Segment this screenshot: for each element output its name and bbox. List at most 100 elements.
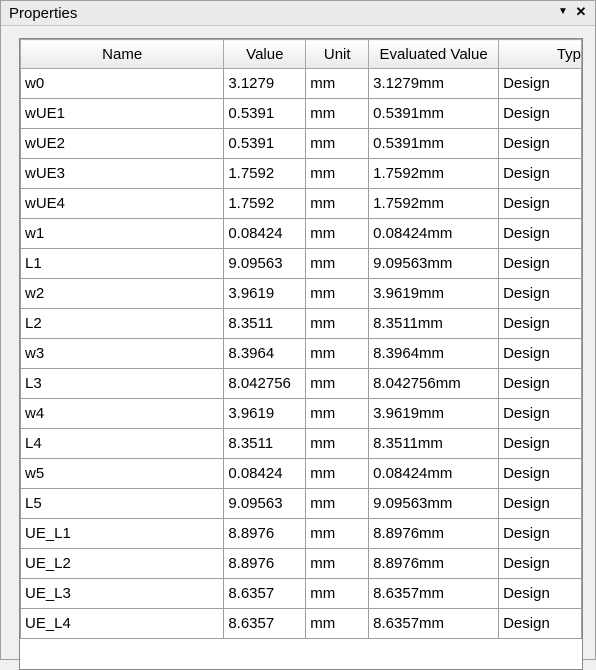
cell-value[interactable]: 8.8976 <box>223 548 307 579</box>
cell-name[interactable]: UE_L4 <box>20 608 225 639</box>
close-icon[interactable]: ✕ <box>575 4 587 19</box>
table-row[interactable]: wUE3 1.7592 mm 1.7592mm Design <box>20 158 582 189</box>
cell-type[interactable]: Design <box>498 248 582 279</box>
cell-name[interactable]: wUE2 <box>20 128 225 159</box>
cell-value[interactable]: 9.09563 <box>223 488 307 519</box>
cell-type[interactable]: Design <box>498 428 582 459</box>
cell-name[interactable]: L4 <box>20 428 225 459</box>
table-row[interactable]: L5 9.09563 mm 9.09563mm Design <box>20 488 582 519</box>
cell-name[interactable]: L5 <box>20 488 225 519</box>
cell-name[interactable]: wUE3 <box>20 158 225 189</box>
cell-unit[interactable]: mm <box>305 248 370 279</box>
cell-name[interactable]: L2 <box>20 308 225 339</box>
cell-name[interactable]: w4 <box>20 398 225 429</box>
table-row[interactable]: wUE4 1.7592 mm 1.7592mm Design <box>20 188 582 219</box>
cell-evaluated-value[interactable]: 8.3511mm <box>368 308 500 339</box>
pin-down-arrow-icon[interactable]: ▼ <box>558 6 568 17</box>
cell-value[interactable]: 1.7592 <box>223 158 307 189</box>
cell-type[interactable]: Design <box>498 158 582 189</box>
cell-value[interactable]: 8.6357 <box>223 608 307 639</box>
cell-name[interactable]: w2 <box>20 278 225 309</box>
cell-evaluated-value[interactable]: 3.9619mm <box>368 398 500 429</box>
cell-unit[interactable]: mm <box>305 218 370 249</box>
table-row[interactable]: L2 8.3511 mm 8.3511mm Design <box>20 308 582 339</box>
cell-unit[interactable]: mm <box>305 608 370 639</box>
cell-value[interactable]: 0.08424 <box>223 458 307 489</box>
cell-unit[interactable]: mm <box>305 158 370 189</box>
cell-unit[interactable]: mm <box>305 368 370 399</box>
cell-evaluated-value[interactable]: 3.1279mm <box>368 68 500 99</box>
table-row[interactable]: w1 0.08424 mm 0.08424mm Design <box>20 218 582 249</box>
cell-evaluated-value[interactable]: 1.7592mm <box>368 158 500 189</box>
cell-evaluated-value[interactable]: 8.8976mm <box>368 548 500 579</box>
cell-value[interactable]: 8.3511 <box>223 428 307 459</box>
cell-type[interactable]: Design <box>498 458 582 489</box>
cell-type[interactable]: Design <box>498 98 582 129</box>
cell-evaluated-value[interactable]: 8.3964mm <box>368 338 500 369</box>
cell-value[interactable]: 0.5391 <box>223 98 307 129</box>
cell-value[interactable]: 8.3511 <box>223 308 307 339</box>
cell-type[interactable]: Design <box>498 68 582 99</box>
table-row[interactable]: UE_L4 8.6357 mm 8.6357mm Design <box>20 608 582 639</box>
cell-unit[interactable]: mm <box>305 338 370 369</box>
cell-value[interactable]: 3.1279 <box>223 68 307 99</box>
column-header-unit[interactable]: Unit <box>305 39 370 69</box>
cell-unit[interactable]: mm <box>305 188 370 219</box>
cell-unit[interactable]: mm <box>305 98 370 129</box>
cell-unit[interactable]: mm <box>305 458 370 489</box>
cell-unit[interactable]: mm <box>305 68 370 99</box>
cell-name[interactable]: wUE1 <box>20 98 225 129</box>
column-header-type[interactable]: Typ <box>498 39 582 69</box>
cell-value[interactable]: 8.6357 <box>223 578 307 609</box>
cell-name[interactable]: UE_L2 <box>20 548 225 579</box>
cell-name[interactable]: L3 <box>20 368 225 399</box>
cell-name[interactable]: w5 <box>20 458 225 489</box>
cell-name[interactable]: L1 <box>20 248 225 279</box>
cell-type[interactable]: Design <box>498 608 582 639</box>
cell-type[interactable]: Design <box>498 488 582 519</box>
column-header-evaluated-value[interactable]: Evaluated Value <box>368 39 500 69</box>
cell-name[interactable]: w3 <box>20 338 225 369</box>
cell-evaluated-value[interactable]: 0.5391mm <box>368 128 500 159</box>
table-row[interactable]: w4 3.9619 mm 3.9619mm Design <box>20 398 582 429</box>
cell-value[interactable]: 9.09563 <box>223 248 307 279</box>
table-row[interactable]: wUE1 0.5391 mm 0.5391mm Design <box>20 98 582 129</box>
cell-name[interactable]: w1 <box>20 218 225 249</box>
cell-evaluated-value[interactable]: 0.5391mm <box>368 98 500 129</box>
cell-unit[interactable]: mm <box>305 578 370 609</box>
cell-unit[interactable]: mm <box>305 548 370 579</box>
cell-value[interactable]: 0.5391 <box>223 128 307 159</box>
cell-type[interactable]: Design <box>498 338 582 369</box>
table-row[interactable]: w0 3.1279 mm 3.1279mm Design <box>20 68 582 99</box>
table-row[interactable]: UE_L1 8.8976 mm 8.8976mm Design <box>20 518 582 549</box>
cell-name[interactable]: UE_L3 <box>20 578 225 609</box>
cell-unit[interactable]: mm <box>305 278 370 309</box>
cell-name[interactable]: wUE4 <box>20 188 225 219</box>
table-row[interactable]: UE_L3 8.6357 mm 8.6357mm Design <box>20 578 582 609</box>
table-row[interactable]: w3 8.3964 mm 8.3964mm Design <box>20 338 582 369</box>
cell-unit[interactable]: mm <box>305 128 370 159</box>
cell-evaluated-value[interactable]: 9.09563mm <box>368 248 500 279</box>
cell-value[interactable]: 1.7592 <box>223 188 307 219</box>
cell-evaluated-value[interactable]: 0.08424mm <box>368 458 500 489</box>
cell-value[interactable]: 8.042756 <box>223 368 307 399</box>
cell-type[interactable]: Design <box>498 578 582 609</box>
cell-type[interactable]: Design <box>498 218 582 249</box>
table-row[interactable]: w5 0.08424 mm 0.08424mm Design <box>20 458 582 489</box>
table-row[interactable]: L3 8.042756 mm 8.042756mm Design <box>20 368 582 399</box>
cell-unit[interactable]: mm <box>305 488 370 519</box>
cell-type[interactable]: Design <box>498 308 582 339</box>
column-header-name[interactable]: Name <box>20 39 225 69</box>
cell-evaluated-value[interactable]: 8.6357mm <box>368 608 500 639</box>
cell-type[interactable]: Design <box>498 548 582 579</box>
cell-name[interactable]: w0 <box>20 68 225 99</box>
cell-name[interactable]: UE_L1 <box>20 518 225 549</box>
cell-value[interactable]: 3.9619 <box>223 398 307 429</box>
cell-value[interactable]: 3.9619 <box>223 278 307 309</box>
cell-value[interactable]: 8.8976 <box>223 518 307 549</box>
cell-unit[interactable]: mm <box>305 428 370 459</box>
cell-evaluated-value[interactable]: 8.8976mm <box>368 518 500 549</box>
table-row[interactable]: L4 8.3511 mm 8.3511mm Design <box>20 428 582 459</box>
cell-type[interactable]: Design <box>498 188 582 219</box>
cell-evaluated-value[interactable]: 3.9619mm <box>368 278 500 309</box>
